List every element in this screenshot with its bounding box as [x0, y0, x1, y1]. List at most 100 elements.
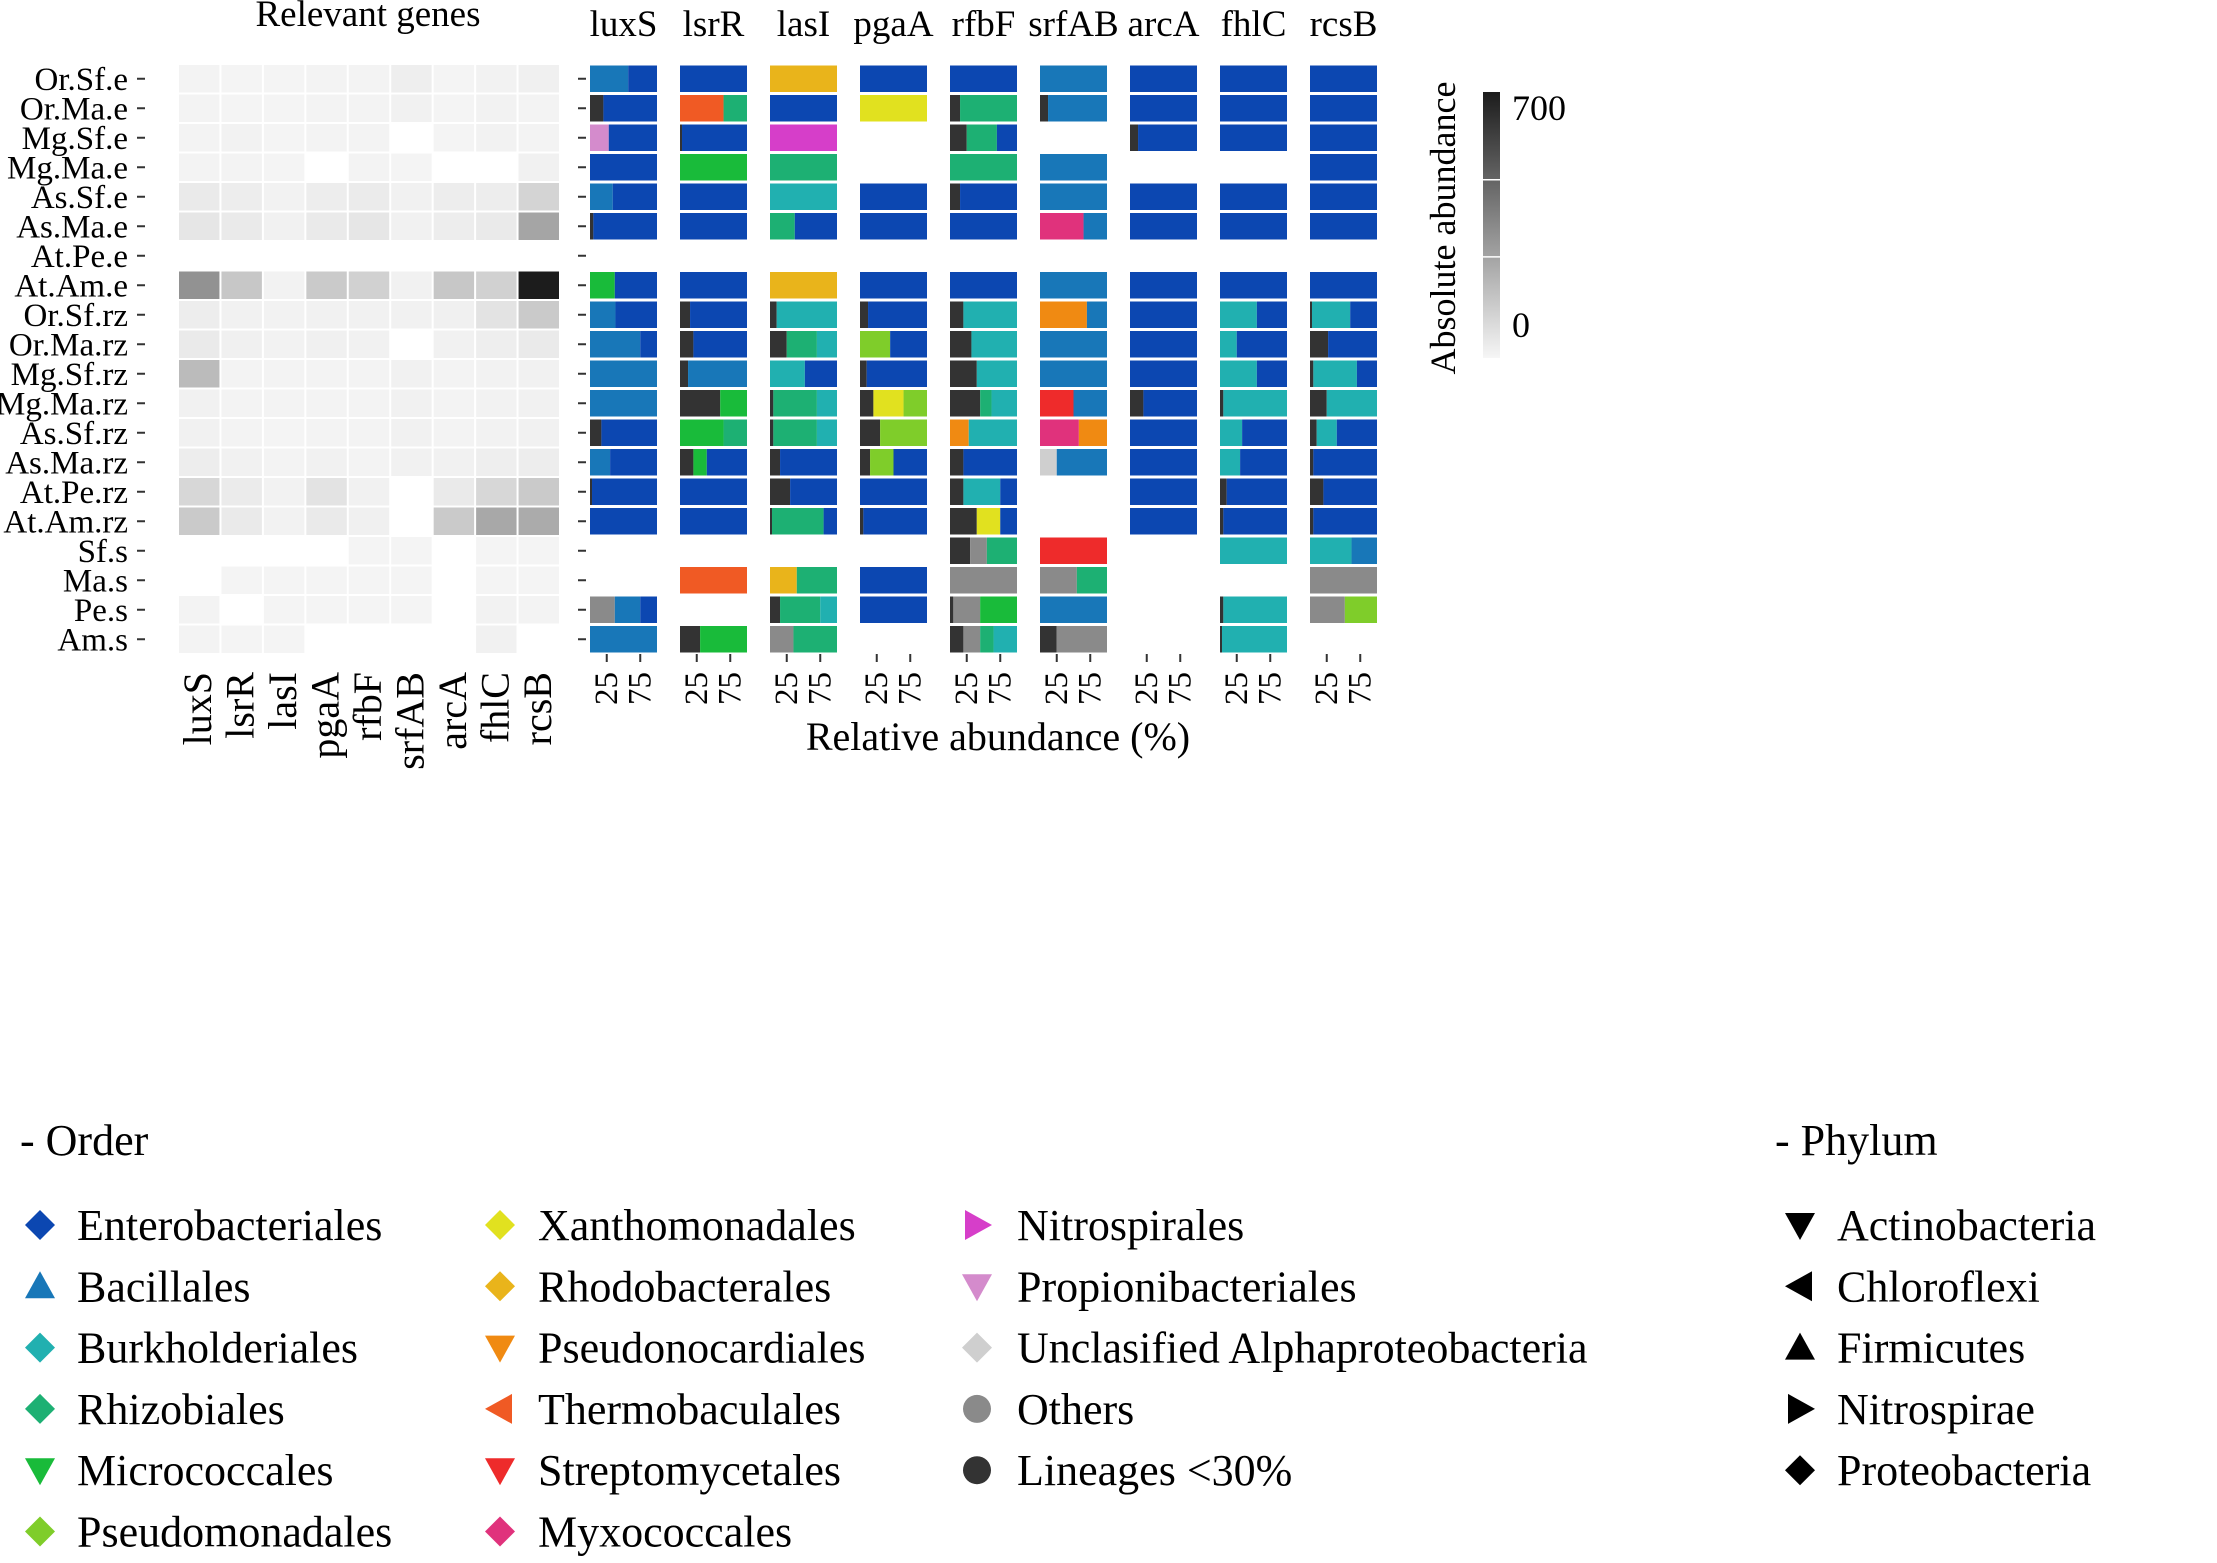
bar-segment-burkholderiales: [1313, 360, 1357, 387]
heatmap-cell: [433, 360, 475, 388]
bar-segment-bacillales: [1040, 360, 1107, 387]
legend-item-burkholderiales: Burkholderiales: [25, 1324, 358, 1373]
bar-segment-enterobacteriales: [1220, 95, 1287, 122]
bar-segment-enterobacteriales: [1323, 478, 1377, 505]
heatmap-cell: [221, 153, 262, 181]
triangle-up-icon: [25, 1271, 55, 1299]
bar-segment-lineages-30: [860, 301, 869, 328]
bar-segment-rhodobacterales: [770, 567, 797, 594]
bar-segment-enterobacteriales: [1220, 272, 1287, 299]
bar-segment-bacillales: [1040, 183, 1107, 210]
bar-segment-rhizobiales: [986, 537, 1017, 564]
heatmap-cell: [306, 65, 347, 93]
bar-segment-enterobacteriales: [590, 508, 657, 535]
bar-segment-enterobacteriales: [680, 272, 747, 299]
legend-label: Myxococcales: [538, 1508, 792, 1557]
bar-segment-micrococcales: [693, 449, 707, 476]
bar-segment-rhizobiales: [966, 124, 997, 151]
bar-segment-bacillales: [590, 183, 613, 210]
heatmap-cell: [263, 94, 305, 122]
bar-segment-burkholderiales: [971, 331, 1017, 358]
bar-segment-enterobacteriales: [1240, 449, 1287, 476]
heatmap-cell: [391, 596, 432, 624]
heatmap-cell: [518, 94, 559, 122]
bar-segment-enterobacteriales: [1130, 183, 1197, 210]
triangle-right-icon: [1788, 1393, 1815, 1424]
bar-segment-rhizobiales: [780, 596, 821, 623]
x-tick-label: 25: [949, 672, 985, 705]
bar-segment-burkholderiales: [968, 419, 1017, 446]
bar-segment-enterobacteriales: [1310, 272, 1377, 299]
bar-segment-others: [1040, 567, 1077, 594]
bar-segment-lineages-30: [680, 124, 683, 151]
heatmap-cell: [179, 183, 220, 211]
bar-segment-others: [1310, 596, 1345, 623]
bar-segment-bacillales: [590, 301, 616, 328]
legend-order-heading: - Order: [20, 1116, 149, 1165]
bar-segment-lineages-30: [1220, 390, 1224, 417]
bar-segment-lineages-30: [950, 183, 961, 210]
bar-segment-enterobacteriales: [893, 449, 927, 476]
panel-title: fhlC: [1221, 4, 1287, 45]
bar-segment-myxococcales: [1040, 419, 1079, 446]
legend-label: Lineages <30%: [1017, 1446, 1292, 1495]
bar-segment-burkholderiales: [1220, 449, 1241, 476]
heatmap-cell: [391, 537, 432, 565]
legend-item-proteobacteria: Proteobacteria: [1785, 1446, 2091, 1495]
heatmap-cell: [263, 625, 305, 653]
heatmap-cell: [306, 448, 347, 476]
bar-segment-burkholderiales: [816, 419, 837, 446]
bar-segment-rhizobiales: [796, 567, 837, 594]
heatmap-cell: [263, 448, 305, 476]
bar-segment-bacillales: [1040, 331, 1107, 358]
bar-segment-lineages-30: [770, 478, 791, 505]
legend-label: Thermobaculales: [538, 1385, 841, 1434]
x-tick-label: 75: [622, 672, 658, 705]
bar-segment-lineages-30: [770, 449, 781, 476]
legend-label: Micrococcales: [77, 1446, 334, 1495]
heatmap-cell: [391, 65, 432, 93]
bar-segment-lineages-30: [680, 360, 689, 387]
legend-item-firmicutes: Firmicutes: [1785, 1324, 2025, 1373]
triangle-up-icon: [1785, 1332, 1815, 1360]
legend-item-bacillales: Bacillales: [25, 1262, 251, 1311]
heatmap-cell: [476, 389, 517, 417]
heatmap-cell: [263, 212, 305, 240]
triangle-down-icon: [485, 1458, 515, 1486]
heatmap-cell: [518, 448, 559, 476]
bar-segment-enterobacteriales: [823, 508, 837, 535]
gene-column-label: lasI: [260, 672, 305, 730]
gene-column-label: rfbF: [345, 672, 390, 741]
heatmap-cell: [179, 153, 220, 181]
bar-segment-lineages-30: [950, 626, 964, 653]
heatmap-cell: [306, 389, 347, 417]
bar-segment-enterobacteriales: [1242, 419, 1287, 446]
heatmap-cell: [518, 124, 559, 152]
row-label: Mg.Sf.e: [22, 121, 128, 157]
bar-segment-burkholderiales: [816, 331, 837, 358]
heatmap-cell: [179, 94, 220, 122]
bar-segment-others: [770, 626, 794, 653]
gene-column-label: arcA: [430, 672, 475, 750]
bar-segment-lineages-30: [950, 301, 964, 328]
bar-segment-enterobacteriales: [628, 65, 657, 92]
legend-item-enterobacteriales: Enterobacteriales: [25, 1201, 382, 1250]
bar-segment-enterobacteriales: [1310, 183, 1377, 210]
heatmap-cell: [221, 330, 262, 358]
legend-item-propionibacteriales: Propionibacteriales: [962, 1262, 1357, 1311]
bar-segment-others: [590, 596, 615, 623]
bar-segment-bacillales: [1040, 154, 1107, 181]
heatmap-cell: [179, 507, 220, 535]
triangle-down-icon: [485, 1335, 515, 1363]
legend-item-thermobaculales: Thermobaculales: [485, 1385, 841, 1434]
heatmap-cell: [179, 625, 220, 653]
heatmap-cell: [263, 183, 305, 211]
bar-segment-rhizobiales: [786, 331, 817, 358]
bar-segment-enterobacteriales: [1000, 508, 1017, 535]
bar-segment-micrococcales: [680, 154, 747, 181]
diamond-icon: [25, 1210, 55, 1240]
heatmap-cell: [306, 330, 347, 358]
bar-segment-lineages-30: [590, 478, 593, 505]
heatmap-cell: [476, 360, 517, 388]
